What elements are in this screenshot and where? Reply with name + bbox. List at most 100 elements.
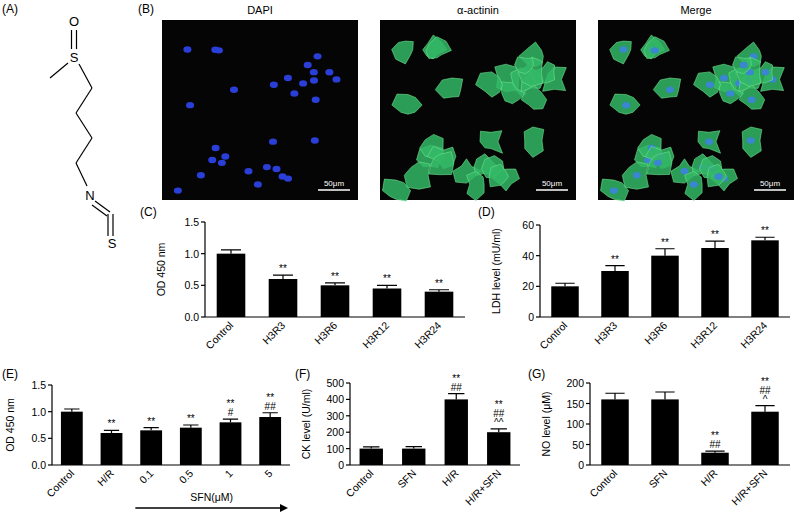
bond (71, 30, 72, 49)
significance-mark: ** (761, 225, 769, 236)
nucleus (183, 46, 191, 52)
category-label: Control (44, 467, 76, 499)
bar (651, 399, 679, 465)
y-tick (536, 255, 540, 256)
panel-label: (C) (140, 205, 157, 219)
figure: (A)OSNS(B)DAPI50μmα-actinin50μmMerge50μm… (0, 0, 796, 525)
nucleus (311, 137, 319, 143)
category-label: Control (537, 319, 569, 351)
y-tick (48, 438, 52, 439)
cytoplasm (644, 37, 670, 59)
y-tick (536, 286, 540, 287)
error-bar (655, 249, 674, 256)
atom-label: S (108, 236, 117, 251)
category-label: 1 (222, 467, 235, 480)
category-label: H/R+SFN (729, 467, 769, 507)
cell (742, 127, 762, 157)
image-background (598, 20, 794, 200)
bar (425, 292, 454, 317)
bar (140, 430, 162, 465)
cell (426, 37, 452, 59)
y-axis-label: OD 450 nm (4, 398, 16, 452)
cytoplasm (694, 72, 721, 97)
cytoplasm (742, 127, 762, 157)
cytoplasm (698, 131, 721, 154)
cell (215, 47, 223, 53)
bar-chart: Control**H3R3**H3R6**H3R12**H3R240204060… (478, 205, 790, 351)
significance-mark: ** (279, 263, 287, 274)
bond (107, 214, 108, 236)
cell (392, 41, 414, 64)
x-axis (590, 464, 790, 465)
nucleus (705, 138, 713, 144)
nucleus (212, 145, 220, 151)
marks (61, 409, 281, 465)
error-bar (655, 392, 674, 399)
image-background (380, 20, 576, 200)
category-label: H/R (698, 467, 720, 489)
category-label: H3R3 (592, 319, 620, 347)
category-label: H3R6 (642, 319, 670, 347)
category-label: H3R24 (738, 319, 770, 351)
bar (217, 254, 246, 317)
cell (325, 69, 333, 75)
nucleus (310, 69, 318, 75)
cytoplasm (685, 171, 703, 200)
scale-bar-label: 50μm (324, 179, 345, 188)
scale-bar-label: 50μm (542, 179, 563, 188)
cell (610, 41, 632, 64)
bar (373, 289, 402, 318)
nucleus (215, 47, 223, 53)
error-bar (605, 393, 624, 399)
error-bar (705, 241, 724, 248)
y-tick (201, 316, 205, 317)
structure: (A)OSNS (2, 2, 117, 251)
nucleus (706, 81, 714, 87)
significance-mark: ** (435, 278, 443, 289)
panel-label: (F) (295, 367, 310, 381)
y-tick (346, 464, 350, 465)
image-title: DAPI (247, 4, 273, 16)
significance-mark: ** (266, 392, 274, 403)
bond (79, 64, 92, 88)
cell (197, 172, 205, 178)
nucleus (666, 87, 674, 93)
cell (186, 102, 194, 108)
error-bar (263, 413, 278, 417)
error-bar (605, 266, 624, 271)
y-axis-label: CK level (U/ml) (300, 389, 312, 460)
category-label: Control (203, 319, 235, 351)
category-label: 0.5 (176, 467, 195, 486)
x-axis (205, 316, 465, 317)
cell (212, 145, 220, 151)
bar-chart: Control**H3R3**H3R6**H3R12**H3R240.00.51… (140, 205, 465, 351)
cell (314, 53, 322, 59)
error-bar (273, 275, 293, 279)
y-tick-label: 20 (522, 280, 534, 292)
significance-mark: ** (711, 229, 719, 240)
category-label: H/R+SFN (463, 467, 503, 507)
nucleus (208, 157, 216, 163)
y-tick-label: 150 (566, 398, 584, 410)
cell (218, 160, 226, 166)
arrow-line (135, 507, 282, 508)
nucleus (218, 160, 226, 166)
micrograph (380, 20, 576, 201)
scale-bar-label: 50μm (760, 179, 781, 188)
y-tick-label: 0.5 (184, 279, 199, 291)
nucleus (633, 172, 641, 178)
cytoplasm (383, 179, 411, 201)
nucleus (221, 153, 229, 159)
marks (551, 237, 779, 317)
nucleus (715, 173, 723, 179)
bar (701, 248, 729, 317)
cell (647, 152, 672, 175)
y-tick-label: 60 (522, 219, 534, 231)
y-tick-label: 100 (566, 418, 584, 430)
y-tick (48, 384, 52, 385)
bond (76, 88, 92, 113)
y-axis (349, 383, 350, 465)
x-axis (350, 464, 520, 465)
bar (61, 412, 83, 465)
y-tick (48, 464, 52, 465)
